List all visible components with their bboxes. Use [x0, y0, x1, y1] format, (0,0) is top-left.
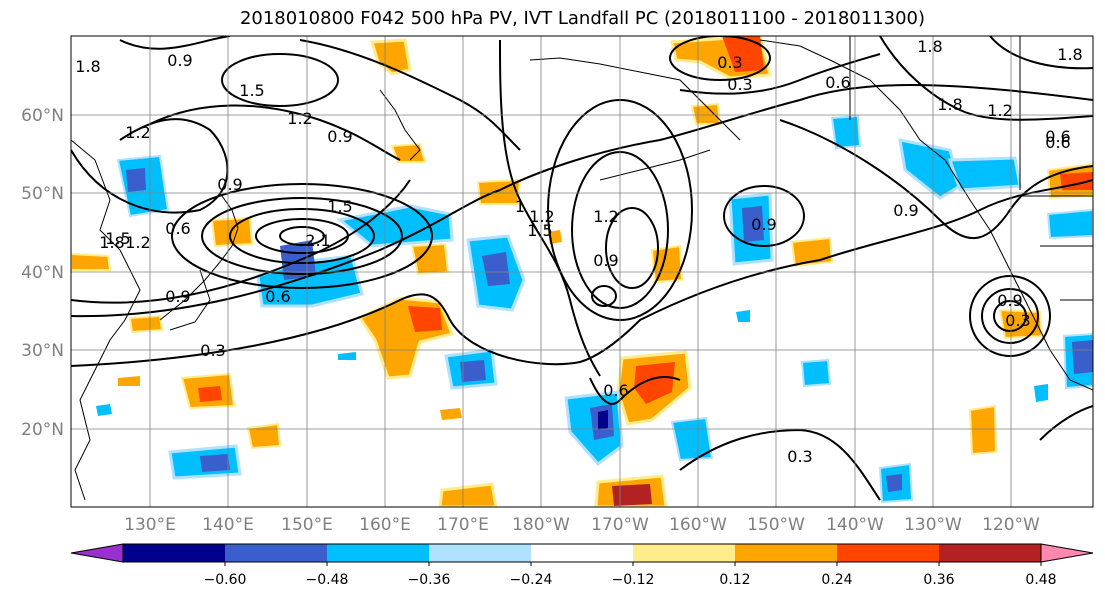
colorbar-frame: [122, 543, 1042, 563]
longitude-label: 180°W: [512, 515, 570, 535]
colorbar-tick-label: −0.24: [510, 572, 553, 588]
colorbar-segment: [939, 544, 1041, 562]
contour-label: 1.8: [937, 95, 962, 114]
latitude-label: 60°N: [21, 106, 64, 126]
longitude-label: 140°W: [826, 515, 884, 535]
contour-label: 1.2: [987, 101, 1012, 120]
contour-label: 0.9: [997, 291, 1022, 310]
contour-label: 1.5: [105, 229, 130, 248]
contour-label: 1.8: [75, 57, 100, 76]
contour-label: 0.6: [165, 219, 190, 238]
map-title: 2018010800 F042 500 hPa PV, IVT Landfall…: [239, 8, 926, 29]
longitude-label: 170°W: [591, 515, 649, 535]
contour-label: 0.6: [1045, 133, 1070, 152]
contour-label: 0.9: [327, 127, 352, 146]
contour-label: 0.3: [1005, 311, 1030, 330]
longitude-label: 150°E: [281, 515, 333, 535]
colorbar-segment: [531, 544, 633, 562]
contour-label: 0.9: [893, 201, 918, 220]
shaded-anomaly-layer: [71, 36, 1093, 507]
contour-label: 1.2: [529, 207, 554, 226]
longitude-labels: 130°E 140°E 150°E 160°E 170°E 180°W 170°W 160°W…: [124, 515, 1040, 535]
contour-label: 2.1: [305, 231, 330, 250]
colorbar-tick-label: 0.12: [719, 572, 750, 588]
contour-label: 0.3: [200, 341, 225, 360]
colorbar-segment: [429, 544, 531, 562]
colorbar-segment: [225, 544, 327, 562]
colorbar-tick-label: −0.36: [408, 572, 451, 588]
longitude-label: 140°E: [202, 515, 254, 535]
colorbar-tick-label: 0.48: [1025, 572, 1056, 588]
contour-label: 1.5: [239, 81, 264, 100]
coastline-layer: [71, 36, 1093, 501]
contour-label: 0.3: [787, 447, 812, 466]
pv-contour-layer: [71, 36, 1093, 501]
colorbar-extend-high: [1040, 543, 1094, 563]
contour-label: 1.5: [527, 221, 552, 240]
contour-label: 0.9: [165, 287, 190, 306]
contour-label: 1.2: [287, 109, 312, 128]
latitude-labels: 60°N 50°N 40°N 30°N 20°N: [21, 106, 64, 440]
latitude-label: 40°N: [21, 263, 64, 283]
longitude-label: 130°E: [124, 515, 176, 535]
contour-label: 0.3: [717, 53, 742, 72]
colorbar-segment: [123, 544, 225, 562]
latitude-label: 20°N: [21, 420, 64, 440]
longitude-label: 170°E: [437, 515, 489, 535]
colorbar-tick-label: 0.36: [923, 572, 954, 588]
contour-label: 1.8: [99, 233, 124, 252]
longitude-label: 150°W: [747, 515, 805, 535]
contour-label: 0.9: [217, 175, 242, 194]
contour-label: 1.8: [1057, 45, 1082, 64]
contour-label: 0.9: [167, 51, 192, 70]
contour-label: 0.6: [1045, 127, 1070, 146]
contour-label: 0.9: [751, 215, 776, 234]
colorbar-tick-label: 0.24: [821, 572, 852, 588]
colorbar-extend-low: [70, 543, 124, 563]
map-frame: [70, 35, 1094, 508]
contour-label: 1.2: [593, 207, 618, 226]
longitude-label: 160°E: [359, 515, 411, 535]
contour-label: 0.3: [727, 75, 752, 94]
colorbar-tick-label: −0.48: [306, 572, 349, 588]
colorbar-tick-label: −0.60: [204, 572, 247, 588]
latitude-label: 50°N: [21, 184, 64, 204]
colorbar-segment: [327, 544, 429, 562]
colorbar-segment: [837, 544, 939, 562]
contour-label: 0.9: [593, 251, 618, 270]
contour-label: 0.6: [603, 381, 628, 400]
contour-label: 1.8: [917, 37, 942, 56]
longitude-label: 120°W: [982, 515, 1040, 535]
contour-label: 1.2: [125, 233, 150, 252]
contour-label: 1.5: [327, 197, 352, 216]
graticule: [71, 36, 1093, 507]
longitude-label: 130°W: [904, 515, 962, 535]
contour-label-layer: 0.30.30.30.30.60.60.60.60.60.90.90.90.90…: [75, 37, 1082, 466]
latitude-label: 30°N: [21, 341, 64, 361]
contour-label: 0.6: [825, 73, 850, 92]
colorbar-tick-label: −0.12: [612, 572, 655, 588]
contour-label: 0.6: [265, 287, 290, 306]
colorbar-segment: [633, 544, 735, 562]
longitude-label: 160°W: [669, 515, 727, 535]
colorbar: −0.60 −0.48 −0.36 −0.24 −0.12 0.12 0.24 0.36 0.4…: [70, 543, 1094, 588]
contour-label: 1: [515, 197, 525, 216]
colorbar-segment: [735, 544, 837, 562]
contour-label: 1.2: [125, 123, 150, 142]
